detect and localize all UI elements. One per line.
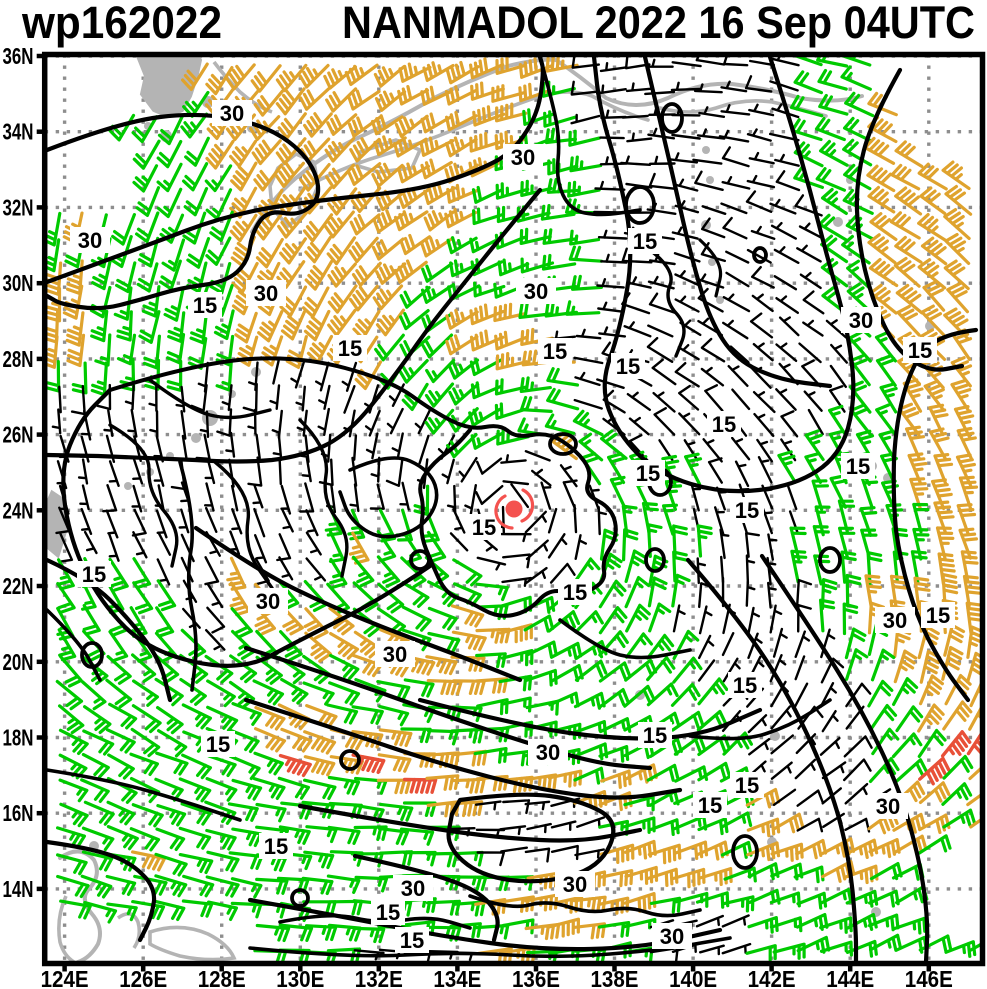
svg-text:15: 15 xyxy=(563,580,587,605)
svg-text:26N: 26N xyxy=(3,422,34,448)
svg-text:15: 15 xyxy=(735,773,759,798)
svg-text:32N: 32N xyxy=(3,194,34,220)
svg-text:130E: 130E xyxy=(276,966,324,989)
svg-text:126E: 126E xyxy=(119,966,167,989)
svg-text:28N: 28N xyxy=(3,346,34,372)
svg-text:15: 15 xyxy=(206,732,230,757)
svg-text:15: 15 xyxy=(712,412,736,437)
svg-text:30: 30 xyxy=(254,281,278,306)
svg-text:15: 15 xyxy=(633,229,657,254)
svg-text:136E: 136E xyxy=(512,966,560,989)
svg-text:30: 30 xyxy=(383,642,407,667)
svg-text:15: 15 xyxy=(82,562,106,587)
svg-text:22N: 22N xyxy=(3,573,34,599)
svg-text:30: 30 xyxy=(660,924,684,949)
svg-text:30: 30 xyxy=(511,145,535,170)
svg-text:30: 30 xyxy=(536,740,560,765)
svg-text:30: 30 xyxy=(563,872,587,897)
svg-text:30: 30 xyxy=(256,589,280,614)
svg-text:128E: 128E xyxy=(198,966,246,989)
svg-text:15: 15 xyxy=(735,498,759,523)
svg-text:15: 15 xyxy=(400,928,424,953)
svg-text:30: 30 xyxy=(78,228,102,253)
svg-text:30: 30 xyxy=(524,279,548,304)
svg-text:16N: 16N xyxy=(3,800,34,826)
svg-text:15: 15 xyxy=(846,454,870,479)
svg-text:15: 15 xyxy=(908,338,932,363)
svg-text:124E: 124E xyxy=(41,966,89,989)
svg-text:15: 15 xyxy=(264,834,288,859)
svg-text:142E: 142E xyxy=(748,966,796,989)
svg-text:146E: 146E xyxy=(905,966,953,989)
svg-text:15: 15 xyxy=(616,354,640,379)
svg-text:36N: 36N xyxy=(3,43,34,69)
svg-text:34N: 34N xyxy=(3,119,34,145)
svg-text:20N: 20N xyxy=(3,649,34,675)
svg-text:138E: 138E xyxy=(591,966,639,989)
svg-text:30: 30 xyxy=(876,794,900,819)
svg-text:15: 15 xyxy=(376,900,400,925)
svg-text:132E: 132E xyxy=(355,966,403,989)
svg-text:30: 30 xyxy=(849,308,873,333)
svg-text:30N: 30N xyxy=(3,270,34,296)
svg-text:15: 15 xyxy=(698,793,722,818)
svg-text:30: 30 xyxy=(401,876,425,901)
svg-text:15: 15 xyxy=(472,515,496,540)
svg-text:15: 15 xyxy=(643,723,667,748)
svg-text:144E: 144E xyxy=(826,966,874,989)
svg-text:30: 30 xyxy=(220,101,244,126)
svg-text:15: 15 xyxy=(193,293,217,318)
svg-text:14N: 14N xyxy=(3,876,34,902)
svg-text:24N: 24N xyxy=(3,497,34,523)
svg-text:15: 15 xyxy=(543,339,567,364)
svg-text:18N: 18N xyxy=(3,725,34,751)
svg-text:15: 15 xyxy=(926,603,950,628)
svg-text:15: 15 xyxy=(733,673,757,698)
svg-text:140E: 140E xyxy=(669,966,717,989)
svg-text:15: 15 xyxy=(636,461,660,486)
svg-text:30: 30 xyxy=(883,608,907,633)
svg-text:134E: 134E xyxy=(433,966,481,989)
svg-text:NANMADOL 2022 16 Sep 04UTC: NANMADOL 2022 16 Sep 04UTC xyxy=(342,0,975,48)
svg-text:15: 15 xyxy=(338,336,362,361)
svg-text:wp162022: wp162022 xyxy=(21,0,222,48)
